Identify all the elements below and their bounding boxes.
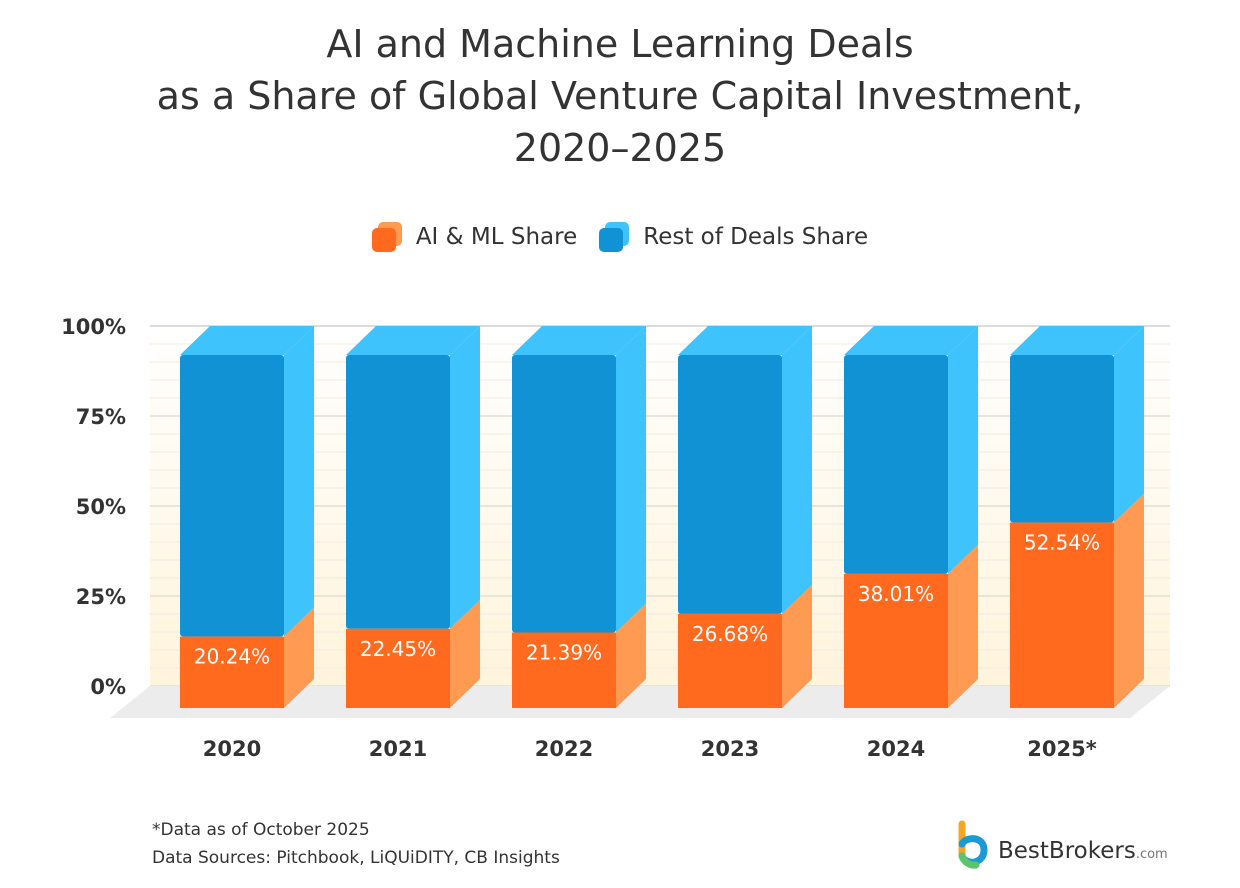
- bar-rest-top: [180, 326, 314, 355]
- y-tick-label: 25%: [76, 585, 126, 609]
- y-tick-label: 50%: [76, 495, 126, 519]
- x-tick-label: 2020: [203, 737, 261, 761]
- bestbrokers-logo-icon: [958, 820, 988, 869]
- bar-value-label: 22.45%: [360, 637, 436, 661]
- legend-swatch-rest: [599, 222, 630, 252]
- x-tick-label: 2025*: [1027, 737, 1096, 761]
- bar-ai-front: [678, 613, 782, 708]
- x-axis: 2020 2021 2022 2023 2024 2025*: [203, 737, 1097, 761]
- bar-rest-top: [1010, 326, 1144, 355]
- bar-rest-side: [616, 326, 646, 633]
- bar-ai-side: [450, 599, 480, 708]
- legend-item-rest: Rest of Deals Share: [599, 222, 868, 252]
- footnote: *Data as of October 2025 Data Sources: P…: [152, 816, 560, 872]
- bar-group: 38.01%: [844, 326, 978, 708]
- bar-ai-side: [284, 607, 314, 708]
- bar-rest-top: [678, 326, 812, 355]
- chart-title-line-2: as a Share of Global Venture Capital Inv…: [156, 74, 1084, 118]
- bar-rest-front: [678, 355, 782, 614]
- bar-rest-side: [782, 326, 812, 614]
- y-tick-label: 0%: [90, 675, 126, 699]
- bar-ai-front: [1010, 522, 1114, 708]
- logo-suffix: .com: [1135, 847, 1168, 862]
- bar-rest-front: [1010, 355, 1114, 523]
- bar-rest-side: [284, 326, 314, 637]
- bar-rest-side: [948, 326, 978, 574]
- y-tick-label: 75%: [76, 405, 126, 429]
- bestbrokers-logo-text: BestBrokers.com: [998, 838, 1168, 870]
- bar-rest-side: [450, 326, 480, 629]
- bestbrokers-logo: BestBrokers.com: [956, 820, 1168, 870]
- bar-value-label: 38.01%: [858, 582, 934, 606]
- logo-name: BestBrokers: [998, 838, 1136, 864]
- x-tick-label: 2022: [535, 737, 593, 761]
- bar-ai-front: [512, 632, 616, 708]
- bar-ai-front: [844, 573, 948, 708]
- chart-title-line-1: AI and Machine Learning Deals: [326, 22, 914, 66]
- bar-ai-front: [346, 628, 450, 708]
- bar-rest-front: [180, 355, 284, 637]
- bar-ai-side: [948, 544, 978, 708]
- y-tick-label: 100%: [61, 315, 126, 339]
- bar-ai-side: [782, 584, 812, 708]
- legend-label-ai-ml: AI & ML Share: [415, 224, 578, 250]
- chart-legend: AI & ML Share Rest of Deals Share: [0, 222, 1240, 252]
- y-axis: 0% 25% 50% 75% 100%: [61, 315, 126, 699]
- bar-group: 52.54%: [1010, 326, 1144, 708]
- chart-title-line-3: 2020–2025: [513, 126, 727, 170]
- footnote-sources: Data Sources: Pitchbook, LiQUiDITY, CB I…: [152, 848, 560, 868]
- legend-swatch-ai-ml: [371, 222, 402, 252]
- bar-rest-top: [512, 326, 646, 355]
- bar-group: 21.39%: [512, 326, 646, 708]
- bar-ai-side: [1114, 493, 1144, 708]
- bar-value-label: 52.54%: [1024, 531, 1100, 555]
- bar-value-label: 26.68%: [692, 622, 768, 646]
- bar-group: 20.24%: [180, 326, 314, 708]
- bar-ai-side: [616, 603, 646, 708]
- bar-rest-top: [346, 326, 480, 355]
- footnote-note: *Data as of October 2025: [152, 820, 370, 840]
- bar-group: 22.45%: [346, 326, 480, 708]
- bar-rest-side: [1114, 326, 1144, 523]
- bar-rest-top: [844, 326, 978, 355]
- x-tick-label: 2021: [369, 737, 427, 761]
- bar-value-label: 20.24%: [194, 645, 270, 669]
- bar-rest-front: [844, 355, 948, 574]
- bar-rest-front: [512, 355, 616, 633]
- chart-title: AI and Machine Learning Deals as a Share…: [0, 18, 1240, 174]
- bar-group: 26.68%: [678, 326, 812, 708]
- x-tick-label: 2024: [867, 737, 925, 761]
- bar-value-label: 21.39%: [526, 640, 602, 664]
- bar-ai-front: [180, 636, 284, 708]
- bars: 20.24% 22.45% 21.39% 26.68% 38.01% 52.54%: [180, 326, 1144, 708]
- legend-label-rest: Rest of Deals Share: [643, 224, 869, 250]
- bar-rest-front: [346, 355, 450, 629]
- legend-item-ai-ml: AI & ML Share: [371, 222, 578, 252]
- x-tick-label: 2023: [701, 737, 759, 761]
